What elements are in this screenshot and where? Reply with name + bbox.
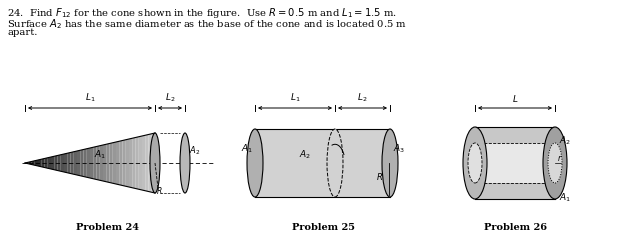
Polygon shape <box>28 161 32 164</box>
Polygon shape <box>152 133 155 193</box>
Text: $A_2$: $A_2$ <box>189 145 201 157</box>
Polygon shape <box>77 150 80 176</box>
Polygon shape <box>87 148 90 178</box>
Polygon shape <box>142 135 145 191</box>
Text: $L_1$: $L_1$ <box>290 91 300 104</box>
Text: $R$: $R$ <box>156 186 163 196</box>
Ellipse shape <box>247 129 263 197</box>
Polygon shape <box>38 159 41 167</box>
Polygon shape <box>123 140 126 186</box>
Text: $A_1$: $A_1$ <box>94 149 106 161</box>
Polygon shape <box>57 155 60 171</box>
Text: 24.  Find $F_{12}$ for the cone shown in the figure.  Use $R = 0.5$ m and $L_1 =: 24. Find $F_{12}$ for the cone shown in … <box>7 6 397 20</box>
Polygon shape <box>44 158 48 168</box>
Polygon shape <box>116 141 119 185</box>
Text: $A_2$: $A_2$ <box>299 149 311 161</box>
Polygon shape <box>139 136 142 190</box>
Polygon shape <box>60 154 64 172</box>
Ellipse shape <box>327 129 343 197</box>
Polygon shape <box>74 151 77 175</box>
Polygon shape <box>132 137 136 188</box>
Bar <box>475 143 555 183</box>
Polygon shape <box>100 145 103 181</box>
Polygon shape <box>106 143 109 182</box>
Polygon shape <box>96 146 100 180</box>
Text: Surface $A_2$ has the same diameter as the base of the cone and is located 0.5 m: Surface $A_2$ has the same diameter as t… <box>7 17 407 31</box>
Text: $A_2$: $A_2$ <box>559 135 571 147</box>
Polygon shape <box>109 143 113 183</box>
Ellipse shape <box>463 127 487 199</box>
Polygon shape <box>113 142 116 184</box>
Polygon shape <box>80 150 84 177</box>
Polygon shape <box>51 156 54 170</box>
Polygon shape <box>48 157 51 169</box>
Text: Problem 26: Problem 26 <box>484 223 547 232</box>
Polygon shape <box>71 152 74 174</box>
Polygon shape <box>25 162 28 164</box>
Ellipse shape <box>548 143 562 183</box>
Text: $R$: $R$ <box>377 171 383 182</box>
Ellipse shape <box>382 129 398 197</box>
Ellipse shape <box>150 133 160 193</box>
Polygon shape <box>136 137 139 189</box>
Text: Problem 24: Problem 24 <box>77 223 140 232</box>
Text: apart.: apart. <box>7 28 37 37</box>
Polygon shape <box>149 134 152 192</box>
Text: Problem 25: Problem 25 <box>291 223 354 232</box>
Polygon shape <box>119 141 123 186</box>
Text: $A_1$: $A_1$ <box>559 191 571 204</box>
Polygon shape <box>35 160 38 166</box>
Bar <box>475 127 555 199</box>
Polygon shape <box>64 153 68 173</box>
Text: $L_2$: $L_2$ <box>358 91 368 104</box>
Text: $L$: $L$ <box>512 93 518 104</box>
Text: $L_2$: $L_2$ <box>165 91 175 104</box>
Ellipse shape <box>180 133 190 193</box>
Polygon shape <box>145 135 149 191</box>
Text: $A_3$: $A_3$ <box>393 143 405 155</box>
Polygon shape <box>68 152 71 173</box>
Polygon shape <box>103 144 106 182</box>
Polygon shape <box>41 159 44 168</box>
Text: $r$: $r$ <box>557 153 563 163</box>
Polygon shape <box>129 138 132 188</box>
Text: $L_1$: $L_1$ <box>85 91 95 104</box>
Polygon shape <box>54 155 57 170</box>
Polygon shape <box>32 161 35 165</box>
Text: $A_1$: $A_1$ <box>241 143 253 155</box>
Ellipse shape <box>543 127 567 199</box>
Polygon shape <box>84 149 87 177</box>
Ellipse shape <box>468 143 482 183</box>
Polygon shape <box>126 139 129 187</box>
Polygon shape <box>93 146 96 179</box>
Bar <box>255 129 390 197</box>
Polygon shape <box>90 147 93 179</box>
